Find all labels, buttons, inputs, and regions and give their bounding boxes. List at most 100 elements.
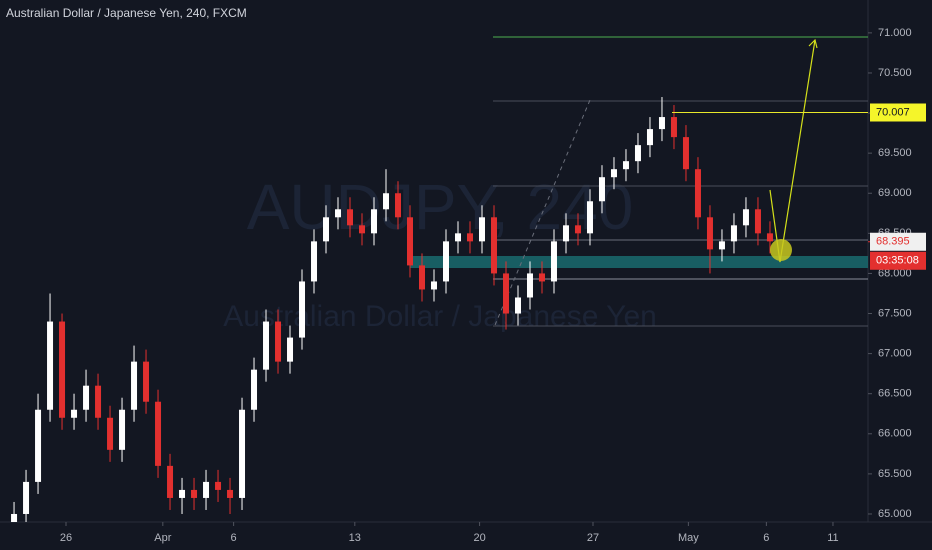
candle-body xyxy=(383,193,390,210)
candle-body xyxy=(371,209,378,234)
candle-body xyxy=(431,281,437,290)
candle-body xyxy=(514,297,521,314)
x-tick-label: 27 xyxy=(587,532,599,544)
candle-body xyxy=(227,489,234,498)
candle-body xyxy=(658,117,665,130)
chart-title: Australian Dollar / Japanese Yen, 240, F… xyxy=(6,6,247,20)
candle-body xyxy=(646,129,653,146)
candle-body xyxy=(730,225,737,242)
candle-body xyxy=(526,273,533,298)
candle-body xyxy=(598,177,605,202)
x-tick-label: 13 xyxy=(349,532,361,544)
x-tick-label: 26 xyxy=(60,532,72,544)
candle-body xyxy=(502,273,509,314)
candle-body xyxy=(275,321,282,362)
candle-body xyxy=(682,137,689,170)
last-price-label: 68.395 xyxy=(876,236,910,248)
candle-body xyxy=(694,169,701,218)
candles xyxy=(11,97,773,522)
candle-body xyxy=(766,233,773,242)
support-zone xyxy=(410,256,868,268)
drawings xyxy=(410,36,868,327)
y-tick-label: 71.000 xyxy=(878,27,912,39)
candle-body xyxy=(311,241,318,282)
candle-body xyxy=(466,233,473,242)
candle-body xyxy=(754,209,761,234)
candle-body xyxy=(706,217,713,250)
y-tick-label: 65.500 xyxy=(878,468,912,480)
candle-body xyxy=(442,241,449,282)
candle-body xyxy=(407,217,414,266)
candle-body xyxy=(454,233,461,242)
entry-marker xyxy=(770,239,792,261)
candle-body xyxy=(490,217,497,274)
y-tick-label: 69.500 xyxy=(878,147,912,159)
candle-body xyxy=(191,489,198,498)
y-tick-label: 66.000 xyxy=(878,428,912,440)
candle-body xyxy=(478,217,485,242)
candle-body xyxy=(634,145,641,162)
candle-body xyxy=(562,225,569,242)
x-tick-label: May xyxy=(678,532,699,544)
price-label: 70.007 xyxy=(876,106,910,118)
price-label-box xyxy=(870,103,926,122)
trend-line xyxy=(494,99,591,326)
candle-body xyxy=(47,321,54,410)
y-tick-label: 66.500 xyxy=(878,388,912,400)
candle-body xyxy=(119,409,126,450)
candle-body xyxy=(95,385,102,418)
candle-body xyxy=(335,209,342,218)
candle-body xyxy=(155,401,162,466)
candle-body xyxy=(107,417,114,450)
candle-body xyxy=(323,217,330,242)
candle-body xyxy=(347,209,354,226)
candle-body xyxy=(263,321,270,370)
candle-body xyxy=(574,225,581,234)
countdown-label: 03:35:08 xyxy=(876,255,919,267)
candle-body xyxy=(419,265,426,290)
watermark-name: Australian Dollar / Japanese Yen xyxy=(223,300,657,333)
last-price-box xyxy=(870,232,926,251)
candle-body xyxy=(59,321,66,418)
x-tick-label: 20 xyxy=(473,532,485,544)
candle-body xyxy=(251,369,258,410)
candle-body xyxy=(11,513,18,522)
candle-body xyxy=(215,481,222,490)
candle-body xyxy=(670,117,677,138)
candle-body xyxy=(239,409,246,498)
candle-body xyxy=(179,489,186,498)
x-tick-label: 6 xyxy=(231,532,237,544)
x-tick-label: 11 xyxy=(827,532,838,544)
x-tick-label: 6 xyxy=(763,532,769,544)
candle-body xyxy=(586,201,593,234)
overlay xyxy=(769,38,818,263)
candle-body xyxy=(131,361,138,410)
countdown-box xyxy=(870,251,926,270)
candle-body xyxy=(395,193,402,218)
y-tick-label: 67.500 xyxy=(878,307,912,319)
candle-body xyxy=(71,409,78,418)
candle-body xyxy=(550,241,557,282)
candle-body xyxy=(143,361,150,402)
candle-body xyxy=(287,337,294,362)
candle-body xyxy=(35,409,42,482)
y-tick-label: 69.000 xyxy=(878,187,912,199)
candle-body xyxy=(718,241,725,250)
candle-body xyxy=(299,281,306,338)
candle-body xyxy=(538,273,545,282)
candle-body xyxy=(23,481,30,514)
candle-body xyxy=(83,385,90,410)
candle-body xyxy=(742,209,749,226)
y-tick-label: 68.000 xyxy=(878,267,912,279)
y-tick-label: 67.000 xyxy=(878,348,912,360)
candle-body xyxy=(359,225,366,234)
candle-body xyxy=(167,465,174,498)
arrow-head xyxy=(808,38,818,49)
projection-arrow xyxy=(769,39,816,263)
y-tick-label: 70.500 xyxy=(878,67,912,79)
y-tick-label: 65.000 xyxy=(878,508,912,520)
candle-body xyxy=(622,161,629,170)
